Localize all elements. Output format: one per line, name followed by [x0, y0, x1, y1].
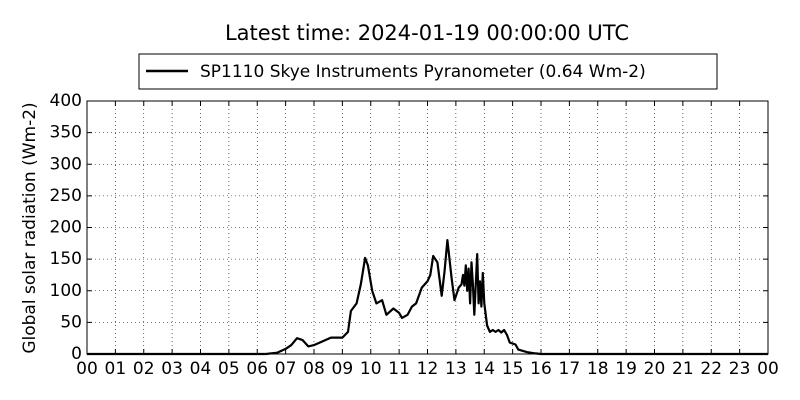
- x-tick-label: 05: [218, 359, 240, 379]
- x-tick-label: 00: [757, 359, 779, 379]
- x-tick-label: 03: [161, 359, 183, 379]
- y-tick-label: 0: [71, 344, 82, 364]
- x-tick-label: 14: [473, 359, 495, 379]
- legend-label: SP1110 Skye Instruments Pyranometer (0.6…: [200, 62, 646, 82]
- y-tick-label: 350: [50, 123, 82, 143]
- x-tick-label: 18: [587, 359, 609, 379]
- x-tick-label: 00: [76, 359, 98, 379]
- x-tick-label: 08: [303, 359, 325, 379]
- x-tick-label: 04: [190, 359, 212, 379]
- x-tick-label: 02: [133, 359, 155, 379]
- chart-title: Latest time: 2024-01-19 00:00:00 UTC: [225, 21, 629, 45]
- y-tick-label: 400: [50, 91, 82, 111]
- x-tick-label: 21: [672, 359, 694, 379]
- x-tick-label: 10: [360, 359, 382, 379]
- y-tick-label: 150: [50, 249, 82, 269]
- x-tick-label: 01: [105, 359, 127, 379]
- x-tick-label: 13: [445, 359, 467, 379]
- x-tick-label: 07: [275, 359, 297, 379]
- plot-area: 0 50 100 150 200 250 300 350 400 00 01 02 03 04 05 06 07…: [50, 91, 779, 379]
- x-tick-label: 20: [644, 359, 666, 379]
- y-tick-label: 300: [50, 154, 82, 174]
- y-tick-label: 250: [50, 186, 82, 206]
- plot-frame: [86, 100, 769, 355]
- x-tick-label: 22: [700, 359, 722, 379]
- x-tick-label: 19: [615, 359, 637, 379]
- x-tick-label: 16: [530, 359, 552, 379]
- x-tick-label: 23: [729, 359, 751, 379]
- y-axis-label: Global solar radiation (Wm-2): [20, 102, 40, 353]
- data-line: [87, 239, 768, 356]
- x-tick-label: 06: [246, 359, 268, 379]
- legend: SP1110 Skye Instruments Pyranometer (0.6…: [138, 53, 718, 90]
- x-tick-label: 09: [332, 359, 354, 379]
- legend-box: [138, 53, 718, 90]
- x-tick-label: 12: [417, 359, 439, 379]
- x-tick-label: 15: [502, 359, 524, 379]
- x-tick-label: 17: [559, 359, 581, 379]
- y-tick-label: 100: [50, 281, 82, 301]
- y-tick-label: 50: [60, 312, 82, 332]
- y-tick-label: 200: [50, 218, 82, 238]
- x-tick-label: 11: [388, 359, 410, 379]
